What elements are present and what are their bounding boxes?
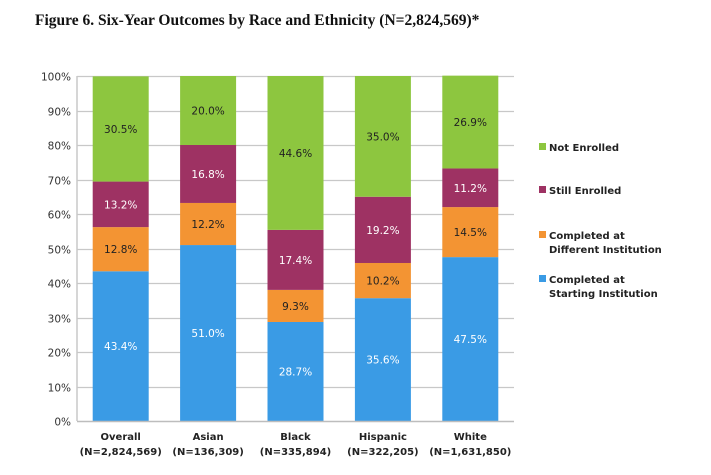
data-label: 17.4% [279, 255, 312, 267]
bar-segment [354, 76, 411, 197]
bar-segment [92, 76, 149, 182]
legend-item: Not Enrolled [539, 143, 619, 154]
bars [92, 75, 499, 421]
bar-segment [92, 181, 149, 228]
y-tick-label: 20% [48, 348, 71, 360]
figure-title: Figure 6. Six-Year Outcomes by Race and … [35, 12, 480, 29]
data-label: 10.2% [366, 276, 399, 288]
legend-swatch [539, 143, 546, 150]
bar-segment [354, 298, 411, 421]
legend-label: Not Enrolled [549, 143, 619, 154]
legend-item: Completed at Different Institution [539, 231, 662, 256]
data-label: 26.9% [454, 117, 487, 129]
legend-item: Completed at Starting Institution [539, 275, 658, 300]
x-tick-sublabel: (N=335,894) [260, 447, 331, 458]
y-tick-label: 0% [54, 417, 71, 429]
x-tick-label: White [454, 432, 487, 443]
y-tick-label: 30% [48, 314, 71, 326]
y-tick-label: 70% [48, 176, 71, 188]
y-tick-label: 100% [41, 72, 71, 84]
bar-segment [180, 145, 237, 203]
data-label: 43.4% [104, 341, 137, 353]
legend-swatch [539, 275, 546, 282]
y-axis: 0% 10% 20% 30% 40% 50% 60% 70% 80% 90% 100% [41, 72, 78, 429]
bar-segment [267, 289, 324, 322]
y-tick-label: 10% [48, 383, 71, 395]
legend-label: Starting Institution [549, 289, 658, 300]
legend-label: Completed at [549, 231, 625, 242]
bar-segment [354, 196, 411, 263]
bar-segment [180, 76, 237, 145]
data-labels: 43.4% 12.8% 13.2% 30.5% 51.0% 12.2% 16.8% 20.0%… [104, 106, 487, 379]
bar-segment [442, 257, 499, 421]
bar-segment [92, 227, 149, 272]
bar-segment [180, 202, 237, 246]
data-label: 11.2% [454, 183, 487, 195]
x-tick-sublabel: (N=1,631,850) [429, 447, 511, 458]
data-label: 9.3% [282, 301, 309, 313]
y-tick-label: 90% [48, 107, 71, 119]
x-tick-label: Asian [193, 432, 224, 443]
legend-label: Still Enrolled [549, 186, 621, 197]
legend-swatch [539, 186, 546, 193]
x-tick-sublabel: (N=322,205) [347, 447, 418, 458]
data-label: 13.2% [104, 199, 137, 211]
data-label: 35.6% [366, 355, 399, 367]
data-label: 28.7% [279, 366, 312, 378]
legend-item: Still Enrolled [539, 186, 621, 197]
x-axis: Overall (N=2,824,569) Asian (N=136,309) Blac… [77, 420, 514, 458]
data-label: 14.5% [454, 227, 487, 239]
y-tick-label: 80% [48, 141, 71, 153]
x-tick-label: Black [280, 432, 311, 443]
y-tick-label: 40% [48, 279, 71, 291]
data-label: 20.0% [191, 106, 224, 118]
data-label: 19.2% [366, 225, 399, 237]
legend: Not Enrolled Still Enrolled Completed at Di… [539, 143, 662, 300]
x-tick-sublabel: (N=136,309) [172, 447, 243, 458]
bar-segment [92, 271, 149, 421]
data-label: 47.5% [454, 334, 487, 346]
bar-segment [354, 262, 411, 299]
data-label: 12.8% [104, 244, 137, 256]
data-label: 51.0% [191, 328, 224, 340]
legend-label: Different Institution [549, 245, 662, 256]
y-tick-label: 60% [48, 210, 71, 222]
x-tick-label: Overall [101, 432, 141, 443]
bar-segment [267, 76, 324, 230]
data-label: 16.8% [191, 169, 224, 181]
y-tick-label: 50% [48, 245, 71, 257]
x-tick-sublabel: (N=2,824,569) [80, 447, 162, 458]
legend-swatch [539, 231, 546, 238]
legend-label: Completed at [549, 275, 625, 286]
bar-segment [267, 321, 324, 421]
data-label: 12.2% [191, 219, 224, 231]
bar-segment [180, 245, 237, 421]
bar-segment [267, 229, 324, 290]
data-label: 35.0% [366, 131, 399, 143]
data-label: 44.6% [279, 148, 312, 160]
bar-segment [442, 75, 499, 169]
bar-segment [442, 168, 499, 208]
bar-segment [442, 207, 499, 258]
data-label: 30.5% [104, 124, 137, 136]
x-tick-label: Hispanic [359, 432, 407, 443]
